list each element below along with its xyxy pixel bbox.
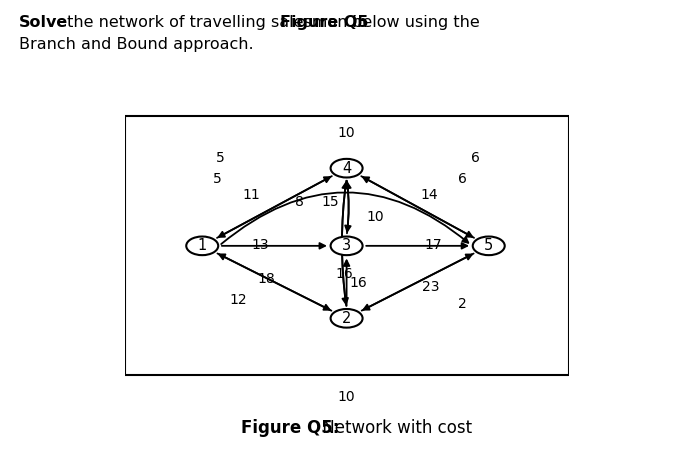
Text: 6: 6 — [458, 172, 466, 186]
Text: 1: 1 — [198, 238, 207, 253]
Text: 11: 11 — [242, 188, 260, 202]
FancyArrowPatch shape — [219, 254, 331, 311]
FancyArrowPatch shape — [217, 253, 330, 310]
Text: Branch and Bound approach.: Branch and Bound approach. — [19, 37, 254, 52]
Circle shape — [330, 237, 363, 255]
Text: 10: 10 — [367, 210, 384, 224]
Text: Figure Q5:: Figure Q5: — [241, 419, 339, 437]
Text: 10: 10 — [338, 390, 355, 404]
FancyArrowPatch shape — [221, 192, 468, 244]
Text: 4: 4 — [342, 161, 351, 176]
Text: Network with cost: Network with cost — [317, 419, 472, 437]
Text: Figure Q5: Figure Q5 — [280, 15, 369, 30]
Text: 16: 16 — [349, 276, 367, 290]
FancyArrowPatch shape — [363, 253, 474, 310]
Text: 6: 6 — [471, 151, 480, 165]
Text: below using the: below using the — [347, 15, 480, 30]
FancyArrowPatch shape — [345, 183, 351, 233]
FancyArrowPatch shape — [345, 181, 351, 231]
Text: 23: 23 — [422, 280, 439, 294]
Text: Figure Q5: Network with cost: Figure Q5: Network with cost — [217, 419, 456, 437]
Text: 10: 10 — [338, 126, 355, 140]
Text: 5: 5 — [484, 238, 493, 253]
Text: 13: 13 — [251, 238, 269, 252]
Bar — [125, 116, 569, 375]
Text: 18: 18 — [258, 272, 275, 286]
Text: 16: 16 — [336, 267, 353, 281]
Text: 2: 2 — [458, 297, 466, 311]
Text: the network of travelling salesman in: the network of travelling salesman in — [62, 15, 372, 30]
FancyArrowPatch shape — [344, 261, 349, 306]
FancyArrowPatch shape — [363, 177, 474, 238]
Circle shape — [330, 159, 363, 178]
FancyArrowPatch shape — [222, 243, 325, 249]
Text: 12: 12 — [229, 293, 246, 307]
Text: 5: 5 — [215, 151, 224, 165]
FancyArrowPatch shape — [217, 177, 330, 238]
Text: 8: 8 — [295, 195, 304, 209]
Circle shape — [186, 237, 218, 255]
Text: 17: 17 — [425, 238, 442, 252]
Text: 15: 15 — [321, 195, 339, 209]
FancyArrowPatch shape — [361, 254, 472, 311]
Text: 5: 5 — [213, 172, 222, 186]
Text: Solve: Solve — [19, 15, 68, 30]
FancyArrowPatch shape — [342, 183, 348, 306]
Text: 14: 14 — [421, 188, 438, 202]
FancyArrowPatch shape — [366, 243, 467, 249]
FancyArrowPatch shape — [361, 176, 472, 237]
Text: 3: 3 — [342, 238, 351, 253]
Circle shape — [472, 237, 505, 255]
FancyArrowPatch shape — [342, 181, 348, 304]
Text: 2: 2 — [342, 311, 351, 326]
FancyArrowPatch shape — [219, 176, 332, 237]
Circle shape — [330, 309, 363, 328]
